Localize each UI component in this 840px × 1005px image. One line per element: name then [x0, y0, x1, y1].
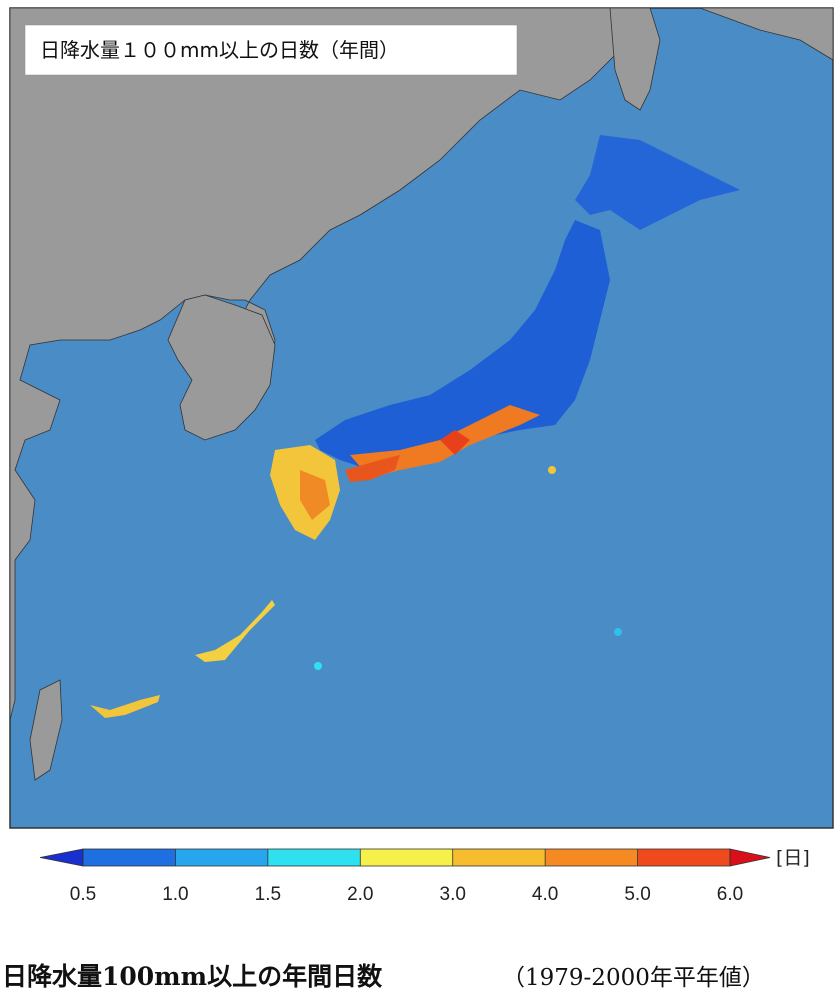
colorbar-tick-label: 5.0: [624, 884, 650, 905]
island: [548, 466, 556, 474]
colorbar-segment: [545, 849, 638, 866]
island: [314, 662, 322, 670]
colorbar-under: [39, 848, 84, 867]
island: [614, 628, 622, 636]
caption-sub: （1979-2000年平年値）: [502, 965, 765, 991]
colorbar-unit: [日]: [776, 847, 810, 869]
colorbar-tick-label: 4.0: [532, 884, 558, 905]
sakishima: [90, 695, 160, 718]
kyushu-inner: [300, 470, 330, 520]
map-title: 日降水量１００mm以上の日数（年間）: [40, 38, 399, 62]
colorbar-tick-label: 3.0: [440, 884, 466, 905]
honshu: [315, 220, 610, 470]
hokkaido: [575, 135, 740, 230]
land: [10, 8, 833, 781]
colorbar-tick-label: 6.0: [717, 884, 743, 905]
colorbar-tick-label: 1.0: [162, 884, 188, 905]
caption-main: 日降水量100mm以上の年間日数: [2, 962, 383, 991]
taiwan: [29, 679, 63, 781]
colorbar-segment: [175, 849, 268, 866]
shikoku: [345, 455, 400, 482]
colorbar-segment: [637, 849, 730, 866]
colorbar-over: [729, 848, 771, 867]
colorbar-tick-label: 2.0: [347, 884, 373, 905]
kamchatka: [699, 8, 833, 61]
colorbar-segment: [83, 849, 176, 866]
ryukyu: [195, 600, 275, 662]
kii: [440, 430, 470, 455]
colorbar-segment: [452, 849, 546, 866]
korea: [167, 294, 276, 441]
title-box: [24, 24, 518, 76]
colorbar-tick-label: 1.5: [255, 884, 281, 905]
colorbar-segment: [360, 849, 453, 866]
colorbar: 0.5 1.0 1.5 2.0 3.0 4.0 5.0 6.0 [日]: [39, 847, 810, 905]
colorbar-segment: [267, 849, 361, 866]
sakhalin: [609, 8, 661, 111]
colorbar-tick-label: 0.5: [70, 884, 96, 905]
map: 日降水量１００mm以上の日数（年間）: [9, 7, 834, 829]
continent: [10, 8, 641, 721]
